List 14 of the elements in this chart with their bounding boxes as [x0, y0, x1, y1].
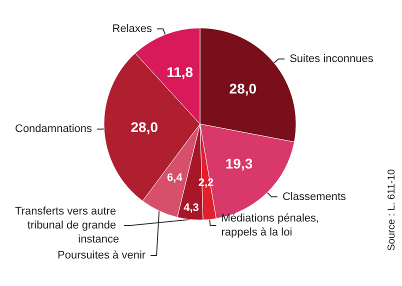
data-label: 4,3: [184, 202, 199, 214]
data-label: 28,0: [130, 118, 158, 135]
slice-label: Médiations pénales, rappels à la loi: [221, 212, 322, 238]
data-label: 6,4: [167, 172, 184, 184]
source-note: Source : L. 611-10: [386, 168, 398, 251]
slice-label: Classements: [282, 190, 347, 203]
slice-label: Poursuites à venir: [58, 249, 146, 262]
slice-label: Condamnations: [15, 123, 93, 136]
data-label: 19,3: [225, 156, 253, 172]
data-label: 11,8: [166, 64, 194, 80]
slice-label: Suites inconnues: [290, 52, 374, 65]
slice-label: Transferts vers autre tribunal de grande instance: [15, 205, 120, 246]
data-label: 28,0: [229, 80, 257, 97]
slice-label: Relaxes: [112, 22, 153, 35]
